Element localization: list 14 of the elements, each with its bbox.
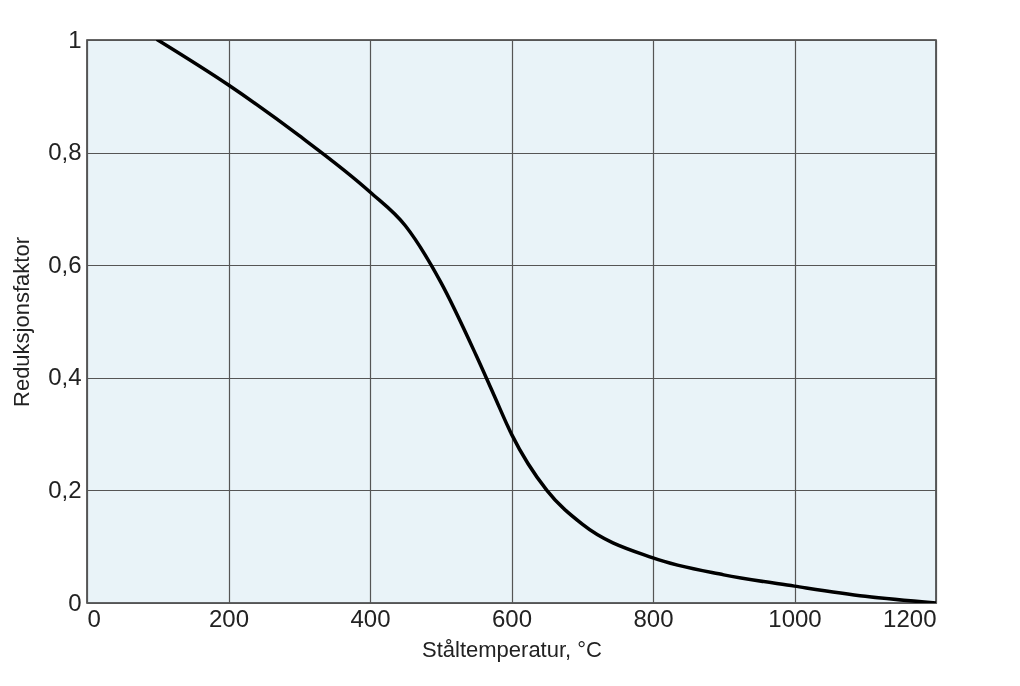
y-tick-label: 1 [68,25,82,53]
y-tick-label: 0,6 [48,250,82,278]
y-axis-title: Reduksjonsfaktor [9,237,35,407]
x-tick-label: 200 [208,604,250,632]
x-tick-label: 400 [350,604,391,632]
y-tick-label: 0,8 [48,138,82,166]
x-tick-label: 1200 [883,604,937,632]
x-tick-label: 600 [491,604,533,632]
x-axis-title: Ståltemperatur, °C [422,636,603,662]
x-tick-label: 0 [87,604,101,632]
y-tick-label: 0,2 [48,475,82,503]
x-tick-label: 1000 [768,604,822,632]
y-tick-label: 0,4 [48,363,82,391]
x-tick-label: 800 [633,604,674,632]
